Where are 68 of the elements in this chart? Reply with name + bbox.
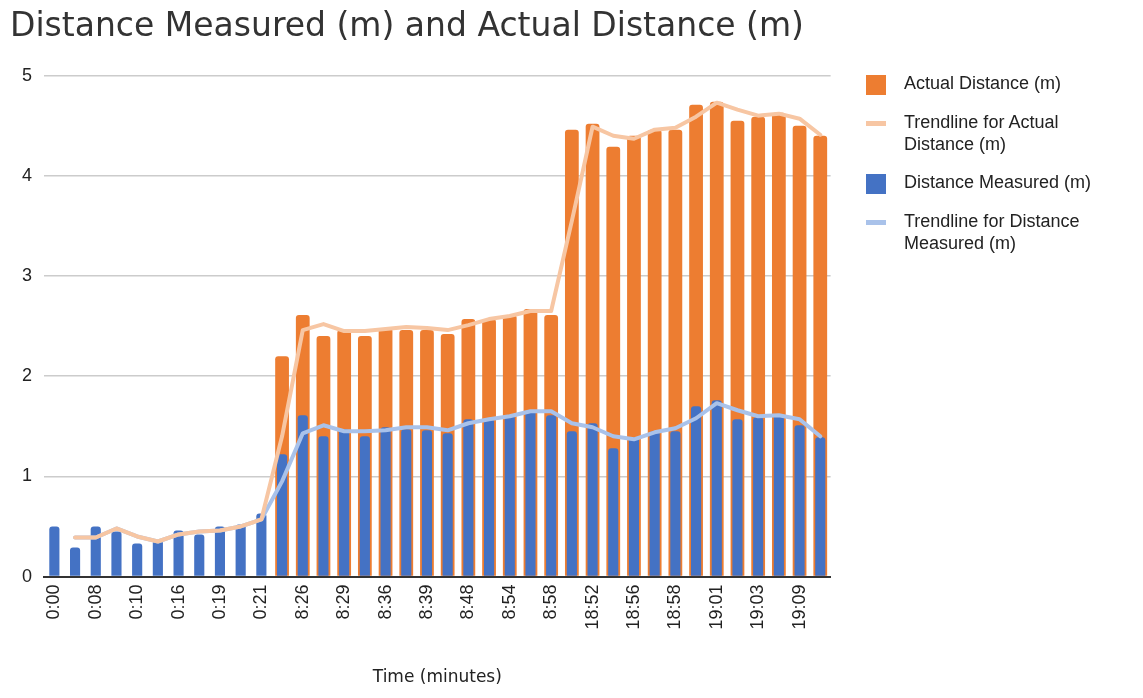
legend-label: Trendline for Actual Distance (m) bbox=[904, 111, 1060, 155]
bar bbox=[442, 433, 453, 576]
bar bbox=[132, 543, 143, 576]
bar bbox=[380, 427, 391, 576]
bar bbox=[214, 526, 226, 576]
legend-label: Distance Measured (m) bbox=[904, 171, 1092, 193]
bar bbox=[421, 430, 433, 576]
bar bbox=[152, 540, 163, 576]
bar bbox=[711, 400, 722, 576]
bar bbox=[628, 437, 640, 576]
x-tick-label: 8:36 bbox=[374, 584, 395, 620]
bar bbox=[732, 419, 743, 576]
x-tick-label: 8:29 bbox=[333, 584, 354, 620]
bar bbox=[670, 431, 681, 576]
legend-label: Trendline for Distance Measured (m) bbox=[904, 210, 1081, 254]
x-tick-label: 0:10 bbox=[126, 584, 147, 620]
x-tick-label: 8:39 bbox=[415, 584, 436, 620]
bar bbox=[276, 454, 288, 576]
bar bbox=[649, 431, 660, 576]
bar bbox=[815, 437, 826, 576]
x-tick-label: 19:01 bbox=[705, 584, 726, 630]
y-tick-label: 4 bbox=[22, 164, 33, 185]
bar bbox=[587, 423, 598, 576]
bar bbox=[483, 419, 495, 576]
x-tick-label: 18:56 bbox=[622, 584, 643, 630]
x-tick-label: 0:16 bbox=[167, 584, 188, 620]
y-tick-label: 5 bbox=[22, 64, 33, 85]
x-tick-label: 0:19 bbox=[208, 584, 229, 620]
x-tick-label: 18:52 bbox=[581, 584, 602, 630]
x-tick-label: 0:21 bbox=[250, 584, 271, 620]
x-tick-label: 8:48 bbox=[457, 584, 478, 620]
x-tick-label: 0:08 bbox=[84, 584, 105, 620]
bar bbox=[504, 415, 515, 576]
x-tick-label: 8:26 bbox=[291, 584, 312, 620]
bar bbox=[794, 425, 805, 576]
bar bbox=[194, 534, 205, 576]
bar bbox=[691, 406, 702, 576]
bar bbox=[49, 526, 60, 576]
bar bbox=[339, 429, 350, 576]
bar bbox=[90, 526, 101, 576]
x-axis-title: Time (minutes) bbox=[371, 666, 502, 687]
bar bbox=[546, 415, 557, 576]
bar bbox=[359, 436, 370, 576]
y-tick-label: 3 bbox=[22, 264, 33, 285]
bar bbox=[69, 547, 81, 576]
bar bbox=[318, 436, 329, 576]
y-tick-label: 0 bbox=[22, 565, 33, 586]
chart-title: Distance Measured (m) and Actual Distance (m) bbox=[10, 5, 804, 45]
bar bbox=[401, 429, 412, 576]
x-tick-label: 8:54 bbox=[498, 584, 519, 620]
bar bbox=[297, 415, 308, 576]
legend-label: Actual Distance (m) bbox=[904, 72, 1062, 94]
x-tick-label: 0:00 bbox=[43, 584, 64, 620]
bar bbox=[525, 410, 536, 576]
bar bbox=[608, 448, 619, 576]
x-tick-label: 19:09 bbox=[788, 584, 809, 630]
x-tick-label: 8:58 bbox=[540, 584, 561, 620]
y-tick-label: 2 bbox=[22, 365, 33, 386]
x-tick-label: 19:03 bbox=[747, 584, 768, 630]
bar bbox=[773, 414, 784, 576]
bar bbox=[463, 419, 474, 576]
bar bbox=[566, 431, 577, 576]
bar bbox=[235, 524, 246, 576]
y-tick-label: 1 bbox=[22, 465, 33, 486]
bar bbox=[753, 417, 764, 576]
bar bbox=[256, 513, 267, 576]
bar bbox=[111, 531, 122, 576]
x-tick-label: 18:58 bbox=[664, 584, 685, 630]
